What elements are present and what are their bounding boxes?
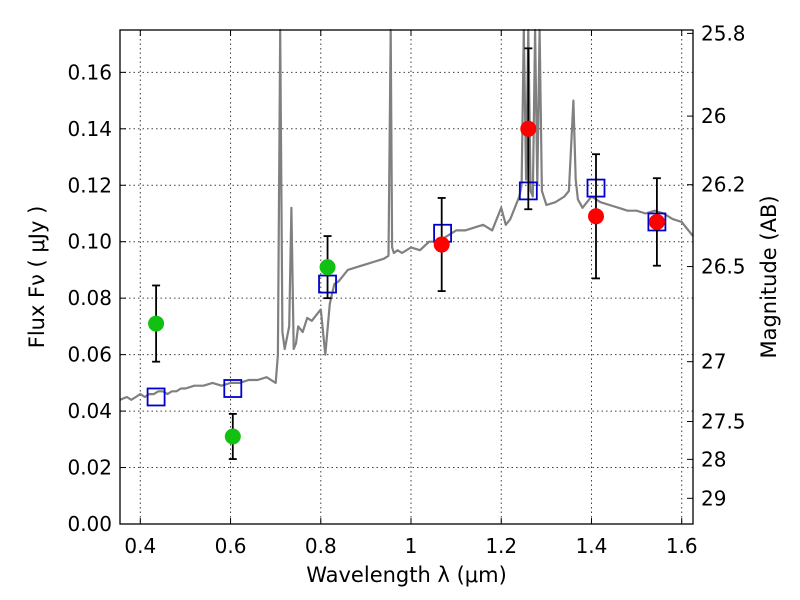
x-tick-label: 1.4 xyxy=(576,534,608,558)
red-data-point xyxy=(587,208,604,225)
red-data-point xyxy=(433,236,450,253)
y2-tick-label: 28 xyxy=(701,447,726,471)
model-spectrum-line xyxy=(119,28,694,401)
x-tick-label: 1.6 xyxy=(666,534,698,558)
y2-tick-label: 29 xyxy=(701,486,726,510)
y2-tick-label: 26.5 xyxy=(701,255,746,279)
y-tick-label: 0.00 xyxy=(67,512,112,536)
x-tick-label: 0.6 xyxy=(215,534,247,558)
plot-frame xyxy=(119,29,694,525)
y-tick-label: 0.04 xyxy=(67,399,112,423)
y-tick-label: 0.06 xyxy=(67,343,112,367)
y-tick-label: 0.08 xyxy=(67,286,112,310)
y2-axis-label: Magnitude (AB) xyxy=(757,195,781,358)
y-tick-label: 0.10 xyxy=(67,230,112,254)
synthetic-photometry-square xyxy=(146,387,166,407)
synthetic-photometry-square xyxy=(223,379,243,398)
red-data-point xyxy=(648,213,665,230)
x-tick-label: 1.2 xyxy=(485,534,517,558)
y2-tick-label: 27.5 xyxy=(701,410,746,434)
green-data-point xyxy=(224,428,241,445)
y-tick-label: 0.14 xyxy=(67,117,112,141)
y2-tick-label: 27 xyxy=(701,350,726,374)
y2-tick-label: 26 xyxy=(701,104,726,128)
x-axis-label: Wavelength λ (μm) xyxy=(306,563,507,587)
model-spectrum xyxy=(119,28,694,401)
y-tick-label: 0.16 xyxy=(67,60,112,84)
green-data-point xyxy=(148,315,165,332)
photometry-points xyxy=(148,120,665,445)
red-data-point xyxy=(520,120,537,137)
axis-ticks: 0.4 0.6 0.8 1 1.2 1.4 1.6 0.00 0.02 0.04 0.06 0.08 0… xyxy=(67,21,745,558)
y-tick-label: 0.02 xyxy=(67,456,112,480)
x-tick-label: 0.4 xyxy=(124,534,156,558)
y2-tick-label: 25.8 xyxy=(701,21,746,45)
green-data-point xyxy=(319,259,336,276)
y-tick-label: 0.12 xyxy=(67,173,112,197)
y-axis-label: Flux Fν ( μJy ) xyxy=(25,206,49,349)
x-tick-label: 1 xyxy=(405,534,418,558)
y2-tick-label: 26.2 xyxy=(701,173,746,197)
x-tick-label: 0.8 xyxy=(305,534,337,558)
